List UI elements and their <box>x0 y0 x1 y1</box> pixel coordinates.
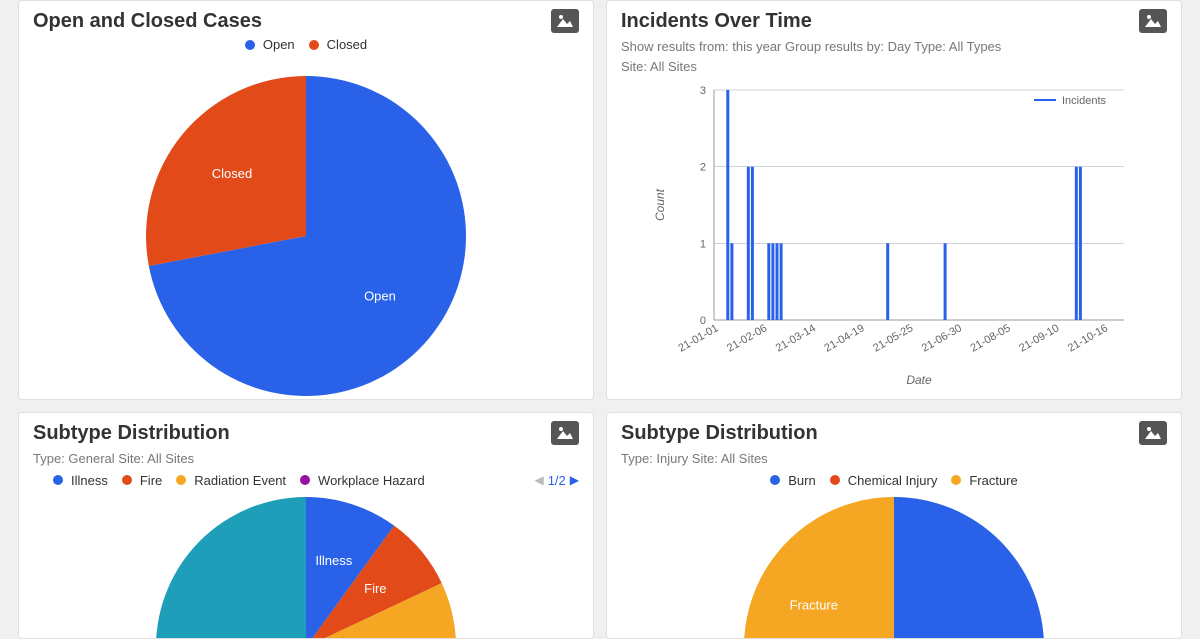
filters: Type: Injury Site: All Sites <box>621 449 1167 469</box>
legend-item: Open <box>245 37 295 52</box>
pie-slice <box>894 497 1044 639</box>
card-subtype-injury: Subtype Distribution Type: Injury Site: … <box>606 412 1182 639</box>
legend-label: Radiation Event <box>194 473 286 488</box>
svg-text:Incidents: Incidents <box>1062 95 1107 107</box>
filters: Type: General Site: All Sites <box>33 449 579 469</box>
legend-item: Fracture <box>951 473 1017 488</box>
legend: Illness Fire Radiation Event Workplace Haza… <box>33 473 579 488</box>
legend-swatch <box>951 475 961 485</box>
svg-text:21-04-19: 21-04-19 <box>822 322 866 354</box>
legend-swatch <box>176 475 186 485</box>
legend: Burn Chemical Injury Fracture <box>621 473 1167 488</box>
legend-label: Illness <box>71 473 108 488</box>
svg-text:21-08-05: 21-08-05 <box>968 322 1012 354</box>
legend-swatch <box>770 475 780 485</box>
card-title: Open and Closed Cases <box>33 10 262 33</box>
legend-item: Chemical Injury <box>830 473 938 488</box>
pie-chart: BurnFracture <box>621 492 1167 639</box>
legend-item: Burn <box>770 473 815 488</box>
legend-item: Closed <box>309 37 367 52</box>
svg-text:21-05-25: 21-05-25 <box>871 322 915 354</box>
svg-text:21-02-06: 21-02-06 <box>725 322 769 354</box>
image-export-icon[interactable] <box>1139 9 1167 33</box>
legend-swatch <box>53 475 63 485</box>
legend-label: Fracture <box>969 473 1017 488</box>
image-export-icon[interactable] <box>1139 421 1167 445</box>
svg-text:21-06-30: 21-06-30 <box>920 322 964 354</box>
image-export-icon[interactable] <box>551 421 579 445</box>
pager-prev-icon[interactable]: ◀ <box>534 473 543 487</box>
bar <box>1075 167 1078 320</box>
legend-label: Closed <box>327 37 367 52</box>
pie-chart: Open Closed <box>33 56 579 396</box>
bar <box>751 167 754 320</box>
card-title: Subtype Distribution <box>621 422 818 445</box>
bar <box>776 243 779 320</box>
legend-swatch <box>309 40 319 50</box>
legend-label: Chemical Injury <box>848 473 938 488</box>
card-subtype-general: Subtype Distribution Type: General Site:… <box>18 412 594 639</box>
pie-chart: IllnessFireEquipment Damage <box>33 492 579 639</box>
svg-text:Date: Date <box>906 373 932 387</box>
svg-text:0: 0 <box>700 315 706 327</box>
pager-status: 1/2 <box>548 473 566 488</box>
bar <box>726 90 729 320</box>
slice-label: Fracture <box>790 597 838 612</box>
filter-line: Show results from: this year Group resul… <box>621 37 1167 57</box>
legend-label: Open <box>263 37 295 52</box>
svg-text:21-10-16: 21-10-16 <box>1066 322 1110 354</box>
filter-line: Site: All Sites <box>621 57 1167 77</box>
svg-text:21-03-14: 21-03-14 <box>774 322 818 354</box>
legend-swatch <box>122 475 132 485</box>
pie-slice <box>156 497 306 639</box>
legend-swatch <box>300 475 310 485</box>
bar <box>780 243 783 320</box>
svg-text:Count: Count <box>653 188 667 221</box>
card-title: Incidents Over Time <box>621 10 812 33</box>
legend-label: Burn <box>788 473 815 488</box>
legend-swatch <box>245 40 255 50</box>
image-export-icon[interactable] <box>551 9 579 33</box>
bar <box>771 243 774 320</box>
card-title: Subtype Distribution <box>33 422 230 445</box>
bar-chart: 012321-01-0121-02-0621-03-1421-04-1921-0… <box>621 80 1167 390</box>
bar <box>767 243 770 320</box>
legend: Open Closed <box>33 37 579 52</box>
svg-text:21-09-10: 21-09-10 <box>1017 322 1061 354</box>
svg-text:1: 1 <box>700 238 706 250</box>
svg-text:2: 2 <box>700 162 706 174</box>
legend-item: Workplace Hazard <box>300 473 425 488</box>
bar <box>886 243 889 320</box>
bar <box>1079 167 1082 320</box>
legend-label: Workplace Hazard <box>318 473 425 488</box>
legend-swatch <box>830 475 840 485</box>
svg-text:21-01-01: 21-01-01 <box>676 322 720 354</box>
pie-slice <box>744 497 894 639</box>
bar <box>944 243 947 320</box>
bar <box>747 167 750 320</box>
pager-next-icon[interactable]: ▶ <box>570 473 579 487</box>
slice-label: Closed <box>212 166 252 181</box>
legend-pager[interactable]: ◀ 1/2 ▶ <box>534 473 579 488</box>
slice-label: Open <box>364 289 396 304</box>
slice-label: Illness <box>315 552 352 567</box>
card-incidents: Incidents Over Time Show results from: t… <box>606 0 1182 400</box>
card-open-closed: Open and Closed Cases Open Closed Open Clo… <box>18 0 594 400</box>
legend-item: Radiation Event <box>176 473 286 488</box>
slice-label: Fire <box>364 581 386 596</box>
filters: Show results from: this year Group resul… <box>621 37 1167 76</box>
legend-item: Illness <box>53 473 108 488</box>
svg-text:3: 3 <box>700 85 706 97</box>
legend-item: Fire <box>122 473 162 488</box>
bar <box>730 243 733 320</box>
legend-label: Fire <box>140 473 162 488</box>
